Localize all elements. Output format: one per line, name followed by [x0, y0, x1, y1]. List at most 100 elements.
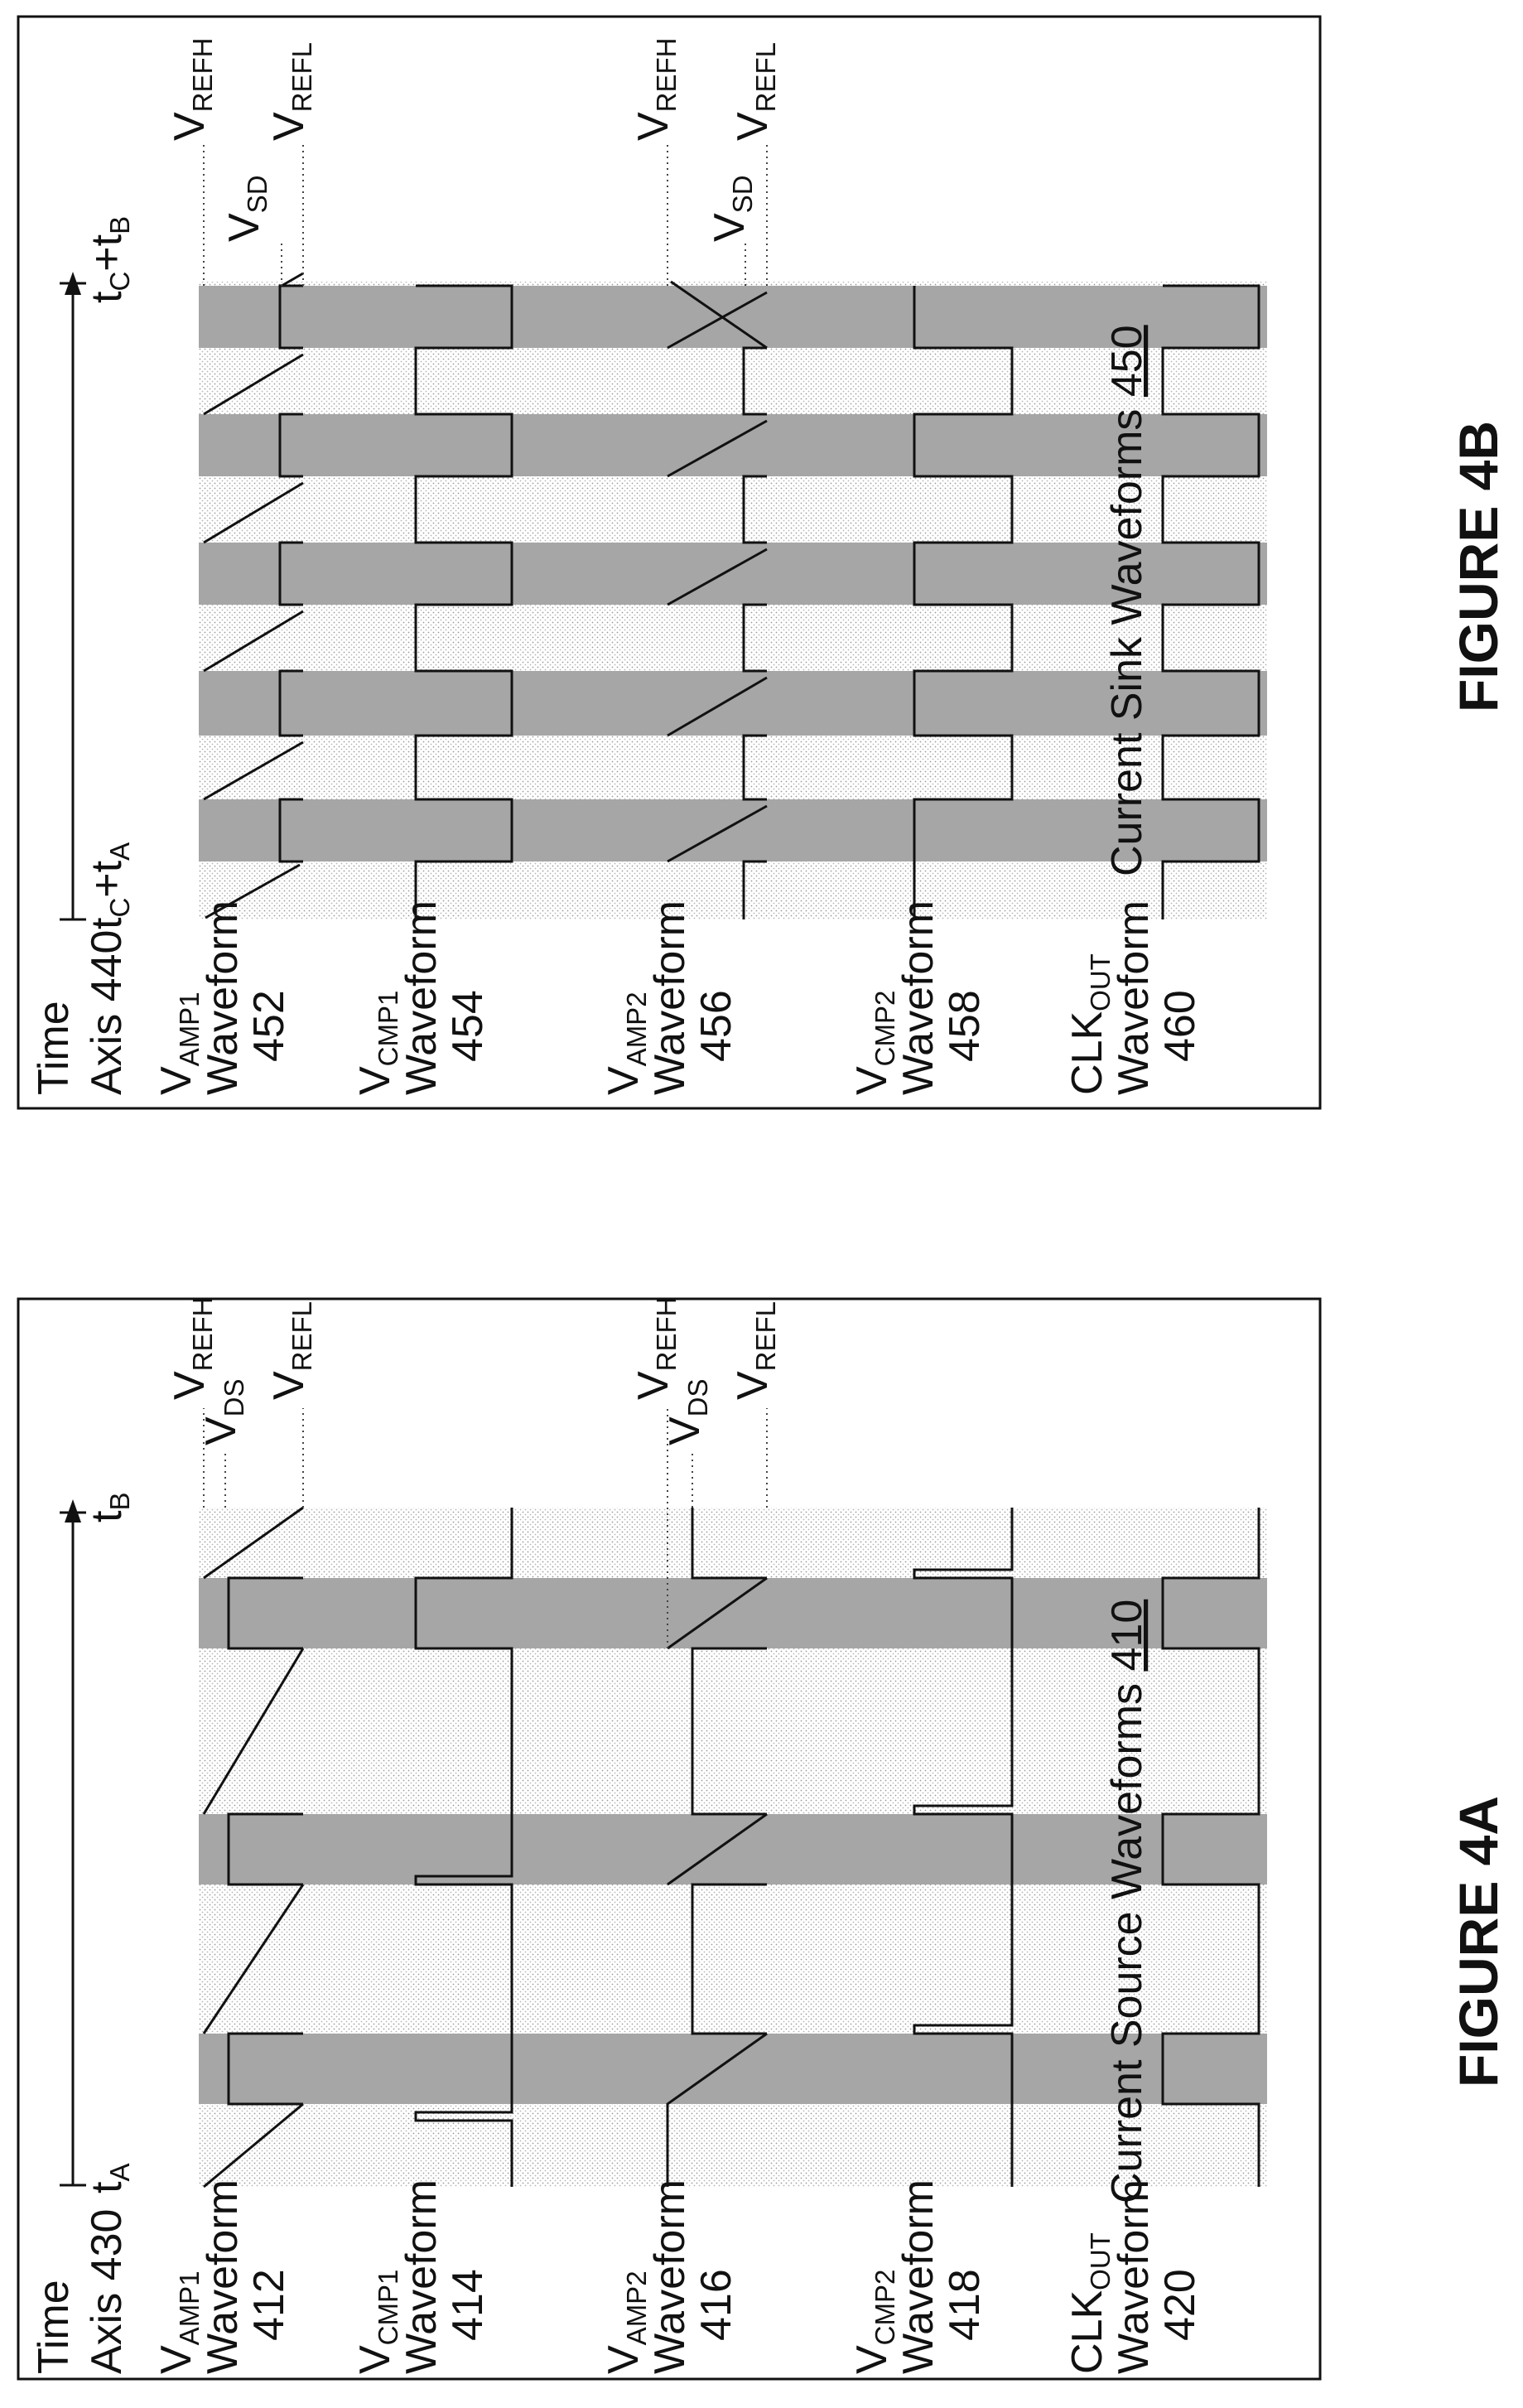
ref-vsd-4b-mid: VSD — [706, 175, 758, 242]
row-symbol-label: CLKOUT — [1063, 953, 1116, 1095]
row-ref-number: 458 — [941, 990, 989, 1062]
waveform-trace — [667, 291, 768, 350]
waveform-trace — [742, 475, 767, 544]
waveform-trace — [278, 541, 303, 606]
row-symbol-main: V — [600, 2345, 648, 2374]
waveform-trace — [667, 1576, 768, 1650]
waveform-trace — [1161, 284, 1260, 919]
row-symbol-main: V — [848, 1066, 896, 1095]
figure-4b-row-labels: VAMP1Waveform452VCMP1Waveform454VAMP2Wav… — [152, 900, 1204, 1095]
ref-vrefh-4b-top: VREFH — [166, 37, 218, 141]
dark-phase-band — [199, 414, 1267, 476]
row-ref-number: 420 — [1156, 2269, 1204, 2341]
dark-phase-band — [199, 799, 1267, 861]
waveform-trace — [203, 610, 304, 673]
dark-phase-band — [199, 1578, 1267, 1648]
waveform-trace — [227, 2032, 303, 2106]
row-symbol-sub: CMP2 — [870, 2270, 900, 2346]
figure-4b: Time Axis 440 tC+tA tC+tB VAMP1Waveform4… — [17, 15, 1509, 1110]
dark-phase-band — [199, 671, 1267, 736]
row-waveform-label: Waveform — [398, 2179, 446, 2374]
ref-vds-4a-mid: VDS — [661, 1378, 713, 1445]
waveform-trace — [1161, 1508, 1260, 2187]
time-axis-430-label: Axis 430 — [83, 2209, 131, 2374]
waveform-trace — [202, 1884, 305, 2034]
row-waveform-label: Waveform — [646, 900, 694, 1095]
waveform-trace — [667, 548, 768, 606]
waveform-trace — [278, 798, 303, 863]
waveform-trace — [202, 1648, 305, 1815]
ref-vds-4a-top: VDS — [197, 1378, 249, 1445]
waveform-trace — [666, 2032, 768, 2187]
figure-4a-mid-references: VREFH VDS VREFL — [629, 1296, 781, 1445]
row-waveform-label: Waveform — [894, 2179, 942, 2374]
time-axis-440-end: tC+tB — [83, 216, 135, 303]
row-symbol-main: CLK — [1063, 2290, 1111, 2374]
row-symbol-main: V — [600, 1066, 648, 1095]
row-symbol-label: VCMP1 — [351, 2270, 403, 2374]
row-ref-number: 452 — [245, 990, 293, 1062]
waveform-trace — [203, 481, 304, 544]
time-axis-430-end: tB — [83, 1493, 135, 1522]
row-symbol-sub: AMP1 — [174, 992, 205, 1066]
row-symbol-label: VAMP1 — [152, 992, 205, 1095]
figure-4b-top-references: VREFH VSD VREFL — [166, 37, 317, 242]
figure-4a: Time Axis 430 tA tB VAMP1Waveform412VCMP… — [17, 1296, 1509, 2381]
row-waveform-label: Waveform — [398, 900, 446, 1095]
row-symbol-main: V — [152, 1066, 200, 1095]
ref-vrefh-4a-mid: VREFH — [629, 1296, 682, 1400]
waveform-trace — [691, 1883, 767, 2035]
waveform-trace — [203, 741, 304, 801]
ref-vrefl-4a-mid: VREFL — [729, 1301, 781, 1400]
waveform-trace — [227, 1812, 303, 1886]
dark-phase-band — [199, 2034, 1267, 2104]
waveform-trace — [281, 272, 304, 287]
row-symbol-sub: CMP2 — [870, 991, 900, 1067]
waveform-trace — [414, 284, 513, 919]
figure-4a-top-references: VREFH VDS VREFL — [166, 1296, 317, 1445]
ref-vrefh-4a-top: VREFH — [166, 1296, 218, 1400]
waveform-trace — [227, 1576, 303, 1650]
row-symbol-label: VCMP1 — [351, 991, 403, 1095]
time-axis-430-word: Time — [30, 2280, 78, 2374]
row-waveform-label: Waveform — [894, 900, 942, 1095]
row-ref-number: 418 — [941, 2269, 989, 2341]
row-symbol-sub: AMP1 — [174, 2270, 205, 2345]
figure-4b-title: FIGURE 4B — [1448, 421, 1509, 712]
waveform-trace — [667, 676, 768, 737]
figure-4a-traces — [202, 1408, 1260, 2188]
row-symbol-sub: AMP2 — [621, 2270, 652, 2345]
row-symbol-sub: CMP1 — [373, 2270, 403, 2346]
row-waveform-label: Waveform — [1110, 900, 1158, 1095]
row-symbol-main: V — [351, 1066, 399, 1095]
dark-phase-band — [199, 543, 1267, 605]
ref-vrefh-4b-mid: VREFH — [629, 37, 682, 141]
waveform-trace — [913, 1508, 1014, 2187]
row-symbol-main: V — [848, 2345, 896, 2374]
row-symbol-sub: OUT — [1085, 953, 1116, 1011]
time-axis-440-word: Time — [30, 1001, 78, 1095]
row-ref-number: 460 — [1156, 990, 1204, 1062]
row-symbol-label: VAMP2 — [600, 992, 652, 1095]
figure-4b-bands — [199, 282, 1267, 919]
time-axis-430 — [60, 1499, 86, 2187]
waveform-trace — [742, 603, 767, 673]
waveform-trace — [742, 734, 767, 801]
figure-4a-caption: Current Source Waveforms 410 — [1103, 1600, 1151, 2203]
waveform-trace — [667, 419, 768, 478]
row-ref-number: 456 — [692, 990, 740, 1062]
time-axis-430-start: tA — [83, 2164, 135, 2193]
ref-vsd-4b-top: VSD — [220, 175, 272, 242]
waveform-trace — [691, 1647, 767, 1816]
row-ref-number: 414 — [444, 2269, 492, 2341]
row-symbol-main: V — [152, 2345, 200, 2374]
row-ref-number: 416 — [692, 2269, 740, 2341]
waveform-trace — [278, 413, 303, 478]
row-symbol-label: CLKOUT — [1063, 2232, 1116, 2374]
figure-4b-frame — [17, 15, 1322, 1110]
time-axis-440-start: tC+tA — [83, 842, 135, 929]
row-symbol-label: VAMP1 — [152, 2270, 205, 2374]
row-symbol-sub: AMP2 — [621, 992, 652, 1066]
